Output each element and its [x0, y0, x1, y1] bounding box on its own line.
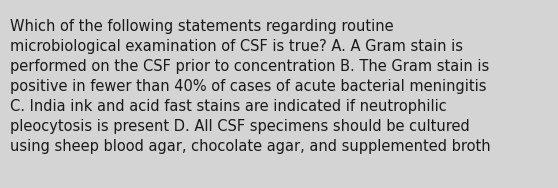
- Text: Which of the following statements regarding routine
microbiological examination : Which of the following statements regard…: [10, 19, 490, 154]
